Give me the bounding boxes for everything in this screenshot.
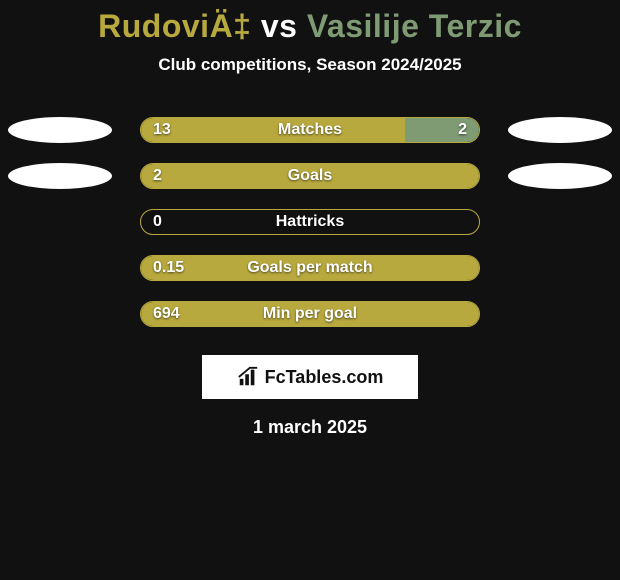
stat-row: Goals2	[0, 153, 620, 199]
player1-value: 0.15	[153, 256, 184, 280]
player2-ellipse	[508, 117, 612, 143]
bar-chart-icon	[237, 366, 259, 388]
player2-value: 2	[458, 118, 467, 142]
player2-ellipse	[508, 163, 612, 189]
stat-label: Goals per match	[141, 256, 479, 280]
stat-row: Hattricks0	[0, 199, 620, 245]
stat-row: Goals per match0.15	[0, 245, 620, 291]
player1-name: RudoviÄ‡	[98, 8, 251, 44]
page-title: RudoviÄ‡ vs Vasilije Terzic	[0, 0, 620, 45]
player1-ellipse	[8, 163, 112, 189]
player1-value: 0	[153, 210, 162, 234]
subtitle: Club competitions, Season 2024/2025	[0, 55, 620, 75]
stat-rows: Matches132Goals2Hattricks0Goals per matc…	[0, 107, 620, 337]
stat-label: Matches	[141, 118, 479, 142]
stat-label: Hattricks	[141, 210, 479, 234]
stat-label: Goals	[141, 164, 479, 188]
stat-bar: Goals2	[140, 163, 480, 189]
stat-row: Min per goal694	[0, 291, 620, 337]
branding-text: FcTables.com	[265, 367, 384, 388]
stat-label: Min per goal	[141, 302, 479, 326]
stat-row: Matches13 2	[0, 107, 620, 153]
branding-badge: FcTables.com	[202, 355, 418, 399]
stat-bar: Matches13 2	[140, 117, 480, 143]
stat-bar: Min per goal694	[140, 301, 480, 327]
player1-value: 2	[153, 164, 162, 188]
stat-bar: Goals per match0.15	[140, 255, 480, 281]
comparison-infographic: RudoviÄ‡ vs Vasilije Terzic Club competi…	[0, 0, 620, 580]
vs-separator: vs	[251, 8, 306, 44]
player1-value: 694	[153, 302, 180, 326]
player1-value: 13	[153, 118, 171, 142]
date-label: 1 march 2025	[0, 417, 620, 438]
stat-bar: Hattricks0	[140, 209, 480, 235]
player2-name: Vasilije Terzic	[307, 8, 522, 44]
player1-ellipse	[8, 117, 112, 143]
